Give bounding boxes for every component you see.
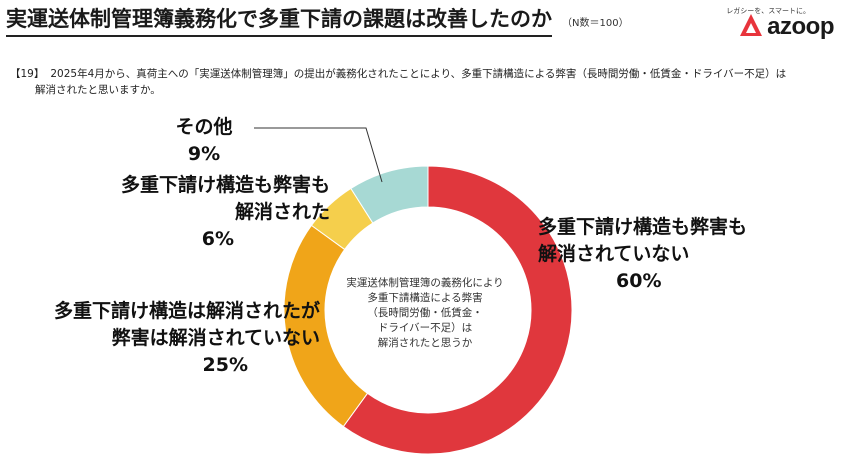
page-title: 実運送体制管理簿義務化で多重下請の課題は改善したのか (6, 6, 552, 37)
slice-label-not-resolved: 多重下請け構造も弊害も 解消されていない 60% (538, 214, 747, 295)
logo-mark-icon (740, 14, 762, 36)
center-label-line: 多重下請構造による弊害 (367, 292, 483, 304)
slice-label-both-resolved: 多重下請け構造も弊害も 解消された 6% (84, 172, 330, 253)
leader-line-other (254, 127, 383, 183)
slice-label-line: 解消された (234, 201, 330, 223)
question-line-1: 2025年4月から、真荷主への「実運送体制管理簿」の提出が義務化されたことにより… (50, 68, 787, 80)
center-label-line: ドライバー不足）は (377, 322, 473, 334)
question-line-2: 解消されたと思いますか。 (35, 84, 161, 96)
chart-center-label: 実運送体制管理簿の義務化により 多重下請構造による弊害 （長時間労働・低賃金・ … (330, 276, 520, 351)
center-label-line: 実運送体制管理簿の義務化により (346, 277, 504, 289)
slice-label-line: 解消されていない (538, 243, 690, 265)
brand-name: azoop (767, 13, 834, 40)
slice-label-line: 多重下請け構造も弊害も (120, 174, 330, 196)
donut-hole (325, 207, 531, 413)
slice-value-label: 9% (187, 143, 221, 165)
slice-label-line: 多重下請け構造も弊害も (538, 216, 748, 238)
slice-value-label: 6% (201, 228, 234, 250)
slice-label-structure-resolved: 多重下請け構造は解消されたが 弊害は解消されていない 25% (14, 298, 320, 379)
slice-label-other: その他 9% (150, 114, 258, 168)
question-text: 【19】 2025年4月から、真荷主への「実運送体制管理簿」の提出が義務化されたこ… (10, 66, 830, 98)
title-area: 実運送体制管理簿義務化で多重下請の課題は改善したのか （N数＝100） (6, 6, 726, 37)
slice-value-label: 25% (202, 354, 248, 376)
question-number: 【19】 (10, 68, 45, 80)
slice-label-line: その他 (175, 116, 233, 138)
center-label-line: （長時間労働・低賃金・ (367, 307, 483, 319)
center-label-line: 解消されたと思うか (377, 337, 473, 349)
brand-logo: レガシーを、スマートに。 azoop (726, 4, 838, 44)
slice-value-label: 60% (616, 270, 662, 292)
slice-label-line: 弊害は解消されていない (111, 327, 320, 349)
brand-tagline: レガシーを、スマートに。 (726, 7, 810, 15)
slice-label-line: 多重下請け構造は解消されたが (53, 300, 320, 322)
sample-size: （N数＝100） (562, 18, 629, 29)
